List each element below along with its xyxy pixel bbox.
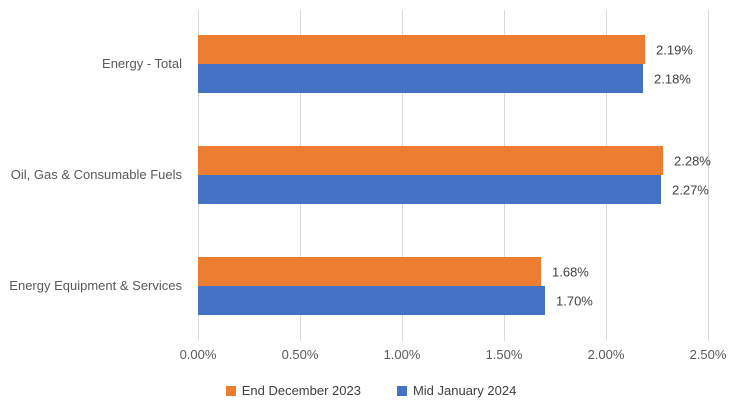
legend: End December 2023 Mid January 2024 [0, 383, 742, 398]
legend-swatch-end-december-2023 [225, 385, 236, 396]
x-axis-tick-label: 0.00% [179, 347, 217, 362]
data-label-end-december-2023: 2.28% [674, 153, 711, 168]
legend-item-end-december-2023: End December 2023 [225, 383, 361, 398]
bar-mid-january-2024 [198, 175, 661, 204]
data-label-mid-january-2024: 2.27% [672, 182, 709, 197]
legend-label: End December 2023 [241, 383, 361, 398]
bar-end-december-2023 [198, 146, 663, 175]
y-axis-category-label: Oil, Gas & Consumable Fuels [10, 167, 182, 182]
data-label-mid-january-2024: 2.18% [654, 71, 691, 86]
y-axis-category-label: Energy - Total [102, 56, 182, 71]
data-label-mid-january-2024: 1.70% [556, 293, 593, 308]
x-axis-tick-label: 2.50% [689, 347, 727, 362]
gridline [708, 10, 709, 341]
y-axis-category-label: Energy Equipment & Services [9, 278, 182, 293]
x-axis-tick-label: 1.50% [485, 347, 523, 362]
x-axis-tick-label: 0.50% [281, 347, 319, 362]
data-label-end-december-2023: 2.19% [656, 42, 693, 57]
data-label-end-december-2023: 1.68% [552, 264, 589, 279]
x-axis-tick-label: 1.00% [383, 347, 421, 362]
x-axis-tick-label: 2.00% [587, 347, 625, 362]
bar-mid-january-2024 [198, 64, 643, 93]
legend-label: Mid January 2024 [412, 383, 517, 398]
bar-end-december-2023 [198, 257, 541, 286]
legend-swatch-mid-january-2024 [396, 385, 407, 396]
legend-item-mid-january-2024: Mid January 2024 [396, 383, 517, 398]
bar-mid-january-2024 [198, 286, 545, 315]
bar-end-december-2023 [198, 35, 645, 64]
